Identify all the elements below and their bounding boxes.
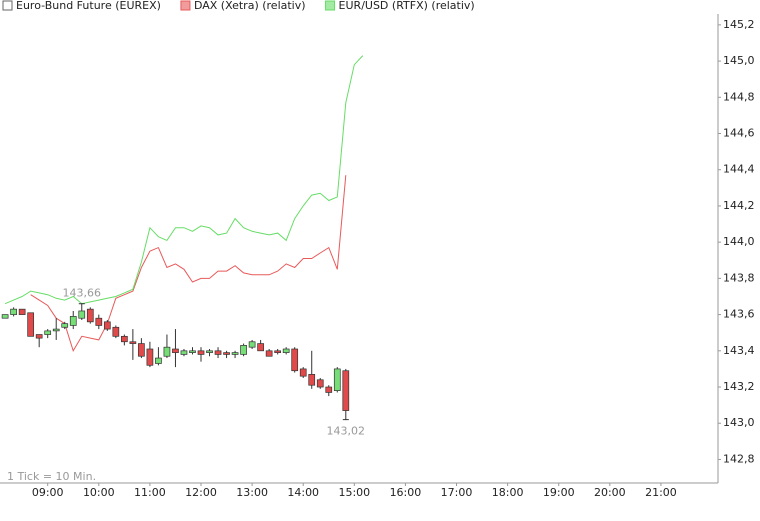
y-tick-label: 143,2 — [723, 380, 755, 393]
y-tick-label: 144,4 — [723, 163, 755, 176]
legend-swatch — [2, 0, 13, 11]
x-tick-label: 17:00 — [441, 486, 473, 499]
candle-body — [138, 343, 145, 357]
candle-body — [129, 341, 137, 344]
y-tick-label: 144,6 — [723, 127, 755, 140]
x-tick-label: 09:00 — [32, 486, 64, 499]
candle-body — [163, 346, 171, 357]
candle-body — [308, 374, 316, 386]
candle-body — [44, 330, 52, 335]
candle-body — [231, 352, 239, 355]
annotation-label: 143,02 — [327, 425, 366, 438]
x-tick-label: 21:00 — [645, 486, 677, 499]
candle-body — [155, 357, 162, 364]
candle-body — [223, 352, 230, 355]
x-tick-label: 16:00 — [390, 486, 422, 499]
line-series — [30, 175, 347, 353]
candle-body — [214, 350, 222, 355]
candle-body — [325, 386, 333, 393]
candle-body — [112, 326, 120, 337]
y-tick-label: 145,2 — [723, 18, 755, 31]
candle-body — [333, 368, 341, 391]
candle-body — [342, 370, 350, 411]
y-tick-label: 142,8 — [723, 452, 755, 465]
legend-label: DAX (Xetra) (relativ) — [194, 0, 306, 12]
candle-body — [78, 310, 86, 319]
x-tick-label: 13:00 — [236, 486, 268, 499]
y-tick-label: 144,0 — [723, 235, 755, 248]
candle-body — [197, 350, 205, 355]
candle-body — [103, 321, 111, 330]
candle-body — [316, 379, 324, 388]
candle-body — [240, 345, 247, 355]
y-tick-label: 143,6 — [723, 308, 755, 321]
y-tick-label: 143,8 — [723, 271, 755, 284]
x-tick-label: 19:00 — [543, 486, 575, 499]
candle-body — [86, 308, 94, 323]
candle-body — [274, 350, 282, 353]
x-tick-label: 14:00 — [287, 486, 319, 499]
legend-label: EUR/USD (RTFX) (relativ) — [339, 0, 475, 12]
candle-body — [257, 343, 264, 352]
candle-body — [1, 314, 9, 319]
annotation-label: 143,66 — [63, 287, 102, 300]
y-tick-label: 143,0 — [723, 416, 755, 429]
candle-body — [282, 348, 290, 353]
legend-swatch — [180, 0, 191, 11]
candle-body — [52, 328, 60, 332]
candle-body — [10, 308, 17, 315]
candle-body — [61, 323, 69, 328]
x-tick-label: 15:00 — [338, 486, 370, 499]
candle-body — [146, 348, 154, 366]
x-tick-label: 10:00 — [83, 486, 115, 499]
candle-body — [121, 335, 128, 343]
x-tick-label: 20:00 — [594, 486, 626, 499]
candle-body — [265, 350, 273, 357]
candle-body — [95, 317, 103, 326]
candle-body — [206, 350, 213, 353]
y-tick-label: 144,2 — [723, 199, 755, 212]
line-series — [4, 55, 364, 305]
candle-body — [35, 334, 43, 339]
footnote: 1 Tick = 10 Min. — [7, 470, 96, 483]
candle-body — [248, 341, 256, 348]
legend-swatch — [325, 0, 336, 11]
legend-label: Euro-Bund Future (EUREX) — [16, 0, 161, 12]
candle-body — [27, 312, 35, 337]
candle-body — [291, 348, 299, 372]
y-tick-label: 145,0 — [723, 54, 755, 67]
candle-body — [189, 350, 196, 353]
candle-body — [69, 316, 77, 326]
x-tick-label: 11:00 — [134, 486, 166, 499]
y-tick-label: 143,4 — [723, 344, 755, 357]
x-tick-label: 12:00 — [185, 486, 217, 499]
candle-body — [180, 350, 188, 355]
candle-body — [18, 308, 26, 315]
y-tick-label: 144,8 — [723, 90, 755, 103]
candle-body — [299, 368, 307, 377]
x-tick-label: 18:00 — [492, 486, 524, 499]
candle-body — [172, 348, 179, 353]
